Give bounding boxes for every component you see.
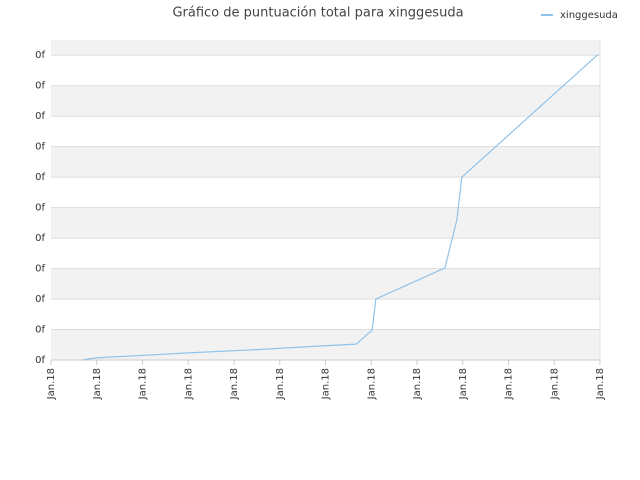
- x-tick-label: Jan.18: [549, 368, 560, 400]
- grid-band: [51, 207, 600, 239]
- legend-label: xinggesuda: [560, 10, 618, 21]
- y-tick-label: 0f: [35, 233, 45, 244]
- x-tick-label: Jan.18: [138, 368, 149, 400]
- grid-band: [51, 177, 600, 208]
- y-tick-label: 0f: [35, 355, 45, 366]
- x-tick-label: Jan.18: [366, 368, 377, 400]
- grid-band: [51, 268, 600, 300]
- grid-band: [51, 146, 600, 178]
- grid-band: [51, 299, 600, 330]
- x-tick-label: Jan.18: [183, 368, 194, 400]
- y-tick-label: 0f: [35, 50, 45, 61]
- grid-band: [51, 85, 600, 117]
- y-tick-label: 0f: [35, 203, 45, 214]
- x-tick-label: Jan.18: [595, 368, 606, 400]
- y-tick-label: 0f: [35, 111, 45, 122]
- x-tick-label: Jan.18: [504, 368, 515, 400]
- x-tick-label: Jan.18: [275, 368, 286, 400]
- grid-band: [51, 116, 600, 147]
- x-tick-label: Jan.18: [92, 368, 103, 400]
- x-tick-label: Jan.18: [229, 368, 240, 400]
- chart-title: Gráfico de puntuación total para xingges…: [172, 6, 463, 21]
- grid-band: [51, 40, 600, 56]
- grid-band: [51, 55, 600, 86]
- x-tick-label: Jan.18: [458, 368, 469, 400]
- y-tick-label: 0f: [35, 142, 45, 153]
- series-line: [82, 53, 599, 361]
- y-tick-label: 0f: [35, 81, 45, 92]
- y-tick-label: 0f: [35, 325, 45, 336]
- y-tick-label: 0f: [35, 264, 45, 275]
- x-tick-label: Jan.18: [412, 368, 423, 400]
- y-tick-label: 0f: [35, 294, 45, 305]
- grid-band: [51, 238, 600, 269]
- y-tick-label: 0f: [35, 172, 45, 183]
- x-tick-label: Jan.18: [46, 368, 57, 400]
- x-tick-label: Jan.18: [321, 368, 332, 400]
